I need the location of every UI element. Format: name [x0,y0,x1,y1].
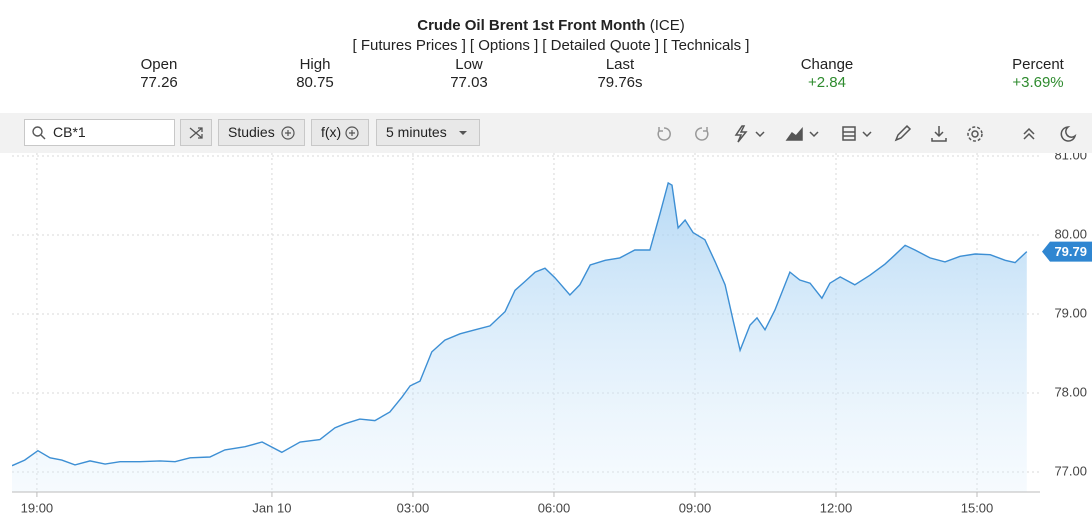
button-label: f(x) [321,124,342,140]
stat-label: Last [605,56,635,73]
settings-gear [967,126,983,142]
stat-label: Low [455,56,483,73]
plus-icon [281,126,295,140]
plus-icon [345,126,359,140]
stat-value: 77.03 [450,74,488,91]
button-label: Studies [228,124,275,140]
x-tick-label: Jan 10 [252,500,291,515]
x-tick-label: 12:00 [820,500,853,515]
stat-label: High [299,56,331,73]
y-tick-label: 79.00 [1054,305,1087,320]
dropdown [755,131,765,138]
y-tick-label: 77.00 [1054,463,1087,478]
area [12,182,1027,492]
symbol: CB*1 [53,124,86,140]
x-tick-label: 19:00 [21,500,54,515]
stat-value: +2.84 [808,74,846,91]
toolbar-button[interactable]: f(x) [311,119,369,146]
stat-label: Percent [1012,56,1064,73]
exchange: (ICE) [649,17,685,34]
theme-icon[interactable] [1060,126,1077,142]
x-tick-label: 03:00 [397,500,430,515]
stat-label: Change [800,56,854,73]
draw-icon[interactable] [894,124,912,142]
x-tick-label: 15:00 [961,500,994,515]
dropdown [862,131,872,138]
symbol-search[interactable]: CB*1 [24,119,175,146]
price-badge-label: 79.79 [1054,244,1087,259]
link[interactable]: [ Detailed Quote ] [542,37,660,54]
links: [ Futures Prices ][ Options ][ Detailed … [0,37,1092,54]
link[interactable]: [ Futures Prices ] [352,37,466,54]
toolbar: CB*1 Studies f(x) 5 minutes [0,113,1092,153]
stat-value: 79.76s [597,74,643,91]
toolbar-button[interactable]: Studies [218,119,305,146]
collapse-icon[interactable] [1023,127,1035,140]
chart-type-icon[interactable] [785,126,803,141]
y-tick-label: 80.00 [1054,226,1087,241]
price-badge [1042,241,1092,262]
stat-value: 80.75 [296,74,334,91]
link[interactable]: [ Options ] [469,37,539,54]
x-tick-label: 09:00 [679,500,712,515]
price-line [12,181,1028,467]
title: Crude Oil Brent 1st Front Month [417,17,646,34]
search-icon [32,126,46,140]
dropdown [809,131,819,138]
flash-icon[interactable] [734,125,748,143]
y-tick-label: 78.00 [1054,384,1087,399]
shuffle-icon [189,127,203,139]
redo-icon[interactable] [695,127,709,141]
download-icon[interactable] [931,126,947,142]
toolbar-icons [657,124,1077,143]
quote-title: Crude Oil Brent 1st Front Month (ICE) [0,17,1092,34]
layout-lines [843,131,855,137]
settings-icon[interactable] [971,130,979,138]
dropdown-icon [459,131,467,135]
shuffle-button[interactable] [180,119,212,146]
stat-value: +3.69% [1012,74,1064,91]
button-label: 5 minutes [386,124,447,140]
x-tick-label: 06:00 [538,500,571,515]
layout-icon[interactable] [842,126,856,141]
link[interactable]: [ Technicals ] [663,37,750,54]
undo-icon[interactable] [657,127,671,141]
toolbar-button[interactable]: 5 minutes [376,119,480,146]
stat-value: 77.26 [140,74,178,91]
stat-label: Open [140,56,178,73]
